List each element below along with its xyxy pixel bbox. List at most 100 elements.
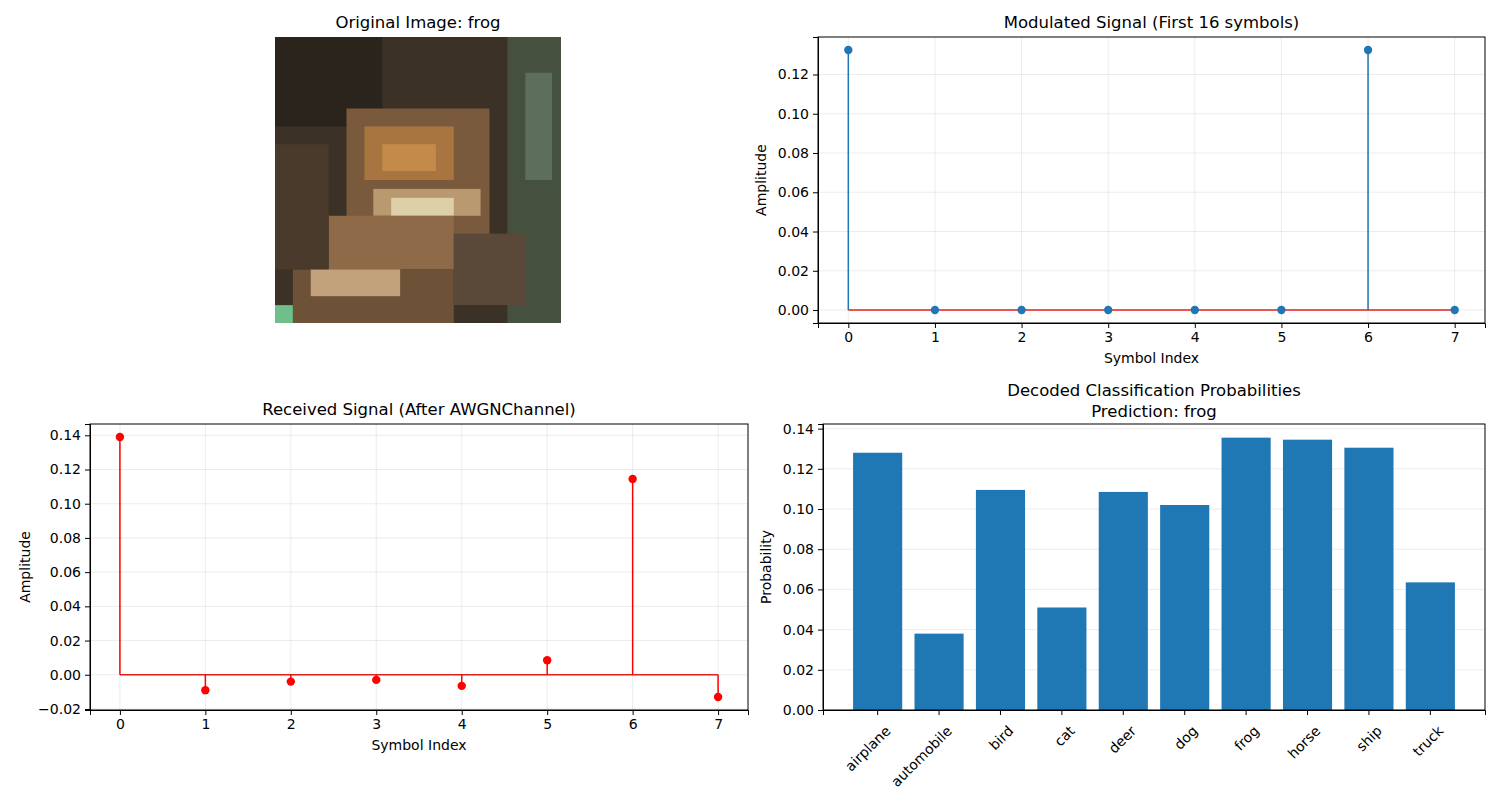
tick-mark: [85, 641, 90, 642]
tick-label: 0.06: [50, 564, 81, 580]
tick: 0.12: [778, 66, 818, 82]
tick-mark: [85, 538, 90, 539]
tick-label: 0: [116, 716, 125, 732]
x-axis-title: Symbol Index: [1104, 350, 1199, 366]
tick-mark: [818, 630, 823, 631]
tick: 3: [1104, 323, 1113, 345]
tick-label: dog: [1171, 723, 1201, 753]
marks: [853, 438, 1455, 710]
tick: horse: [1285, 710, 1324, 762]
tick-mark: [877, 710, 878, 715]
tick-label: 6: [629, 716, 638, 732]
grid-line: [90, 503, 748, 504]
panel: Original Image: frog: [275, 13, 561, 323]
x-axis-title: Symbol Index: [371, 737, 466, 753]
tick-label: frog: [1231, 723, 1262, 754]
grid-line: [90, 606, 748, 607]
tick-label: 0.08: [783, 541, 814, 557]
tick-label: truck: [1410, 722, 1447, 759]
tick: 7: [1451, 323, 1460, 345]
tick: 4: [458, 710, 467, 732]
tick-label: 0.12: [778, 66, 809, 82]
tick-mark: [1246, 710, 1247, 715]
tick-label: −0.02: [38, 701, 81, 717]
tick-label: 0.04: [50, 598, 81, 614]
tick: 0.10: [778, 106, 818, 122]
grid-line: [632, 424, 633, 710]
grid-line: [90, 469, 748, 470]
tick-label: 5: [543, 716, 552, 732]
tick-mark: [1307, 710, 1308, 715]
grid-line: [1281, 37, 1282, 323]
pixel-block: [364, 126, 453, 180]
tick-mark: [1108, 323, 1109, 328]
tick-label: 4: [1191, 329, 1200, 345]
bar: [915, 634, 964, 710]
tick-label: 6: [1364, 329, 1373, 345]
stem: [119, 437, 121, 675]
tick: automobile: [888, 710, 955, 790]
tick-label: 0.08: [50, 530, 81, 546]
tick-mark: [85, 435, 90, 436]
xticks-axis: 01234567: [819, 323, 1486, 345]
grid: [818, 37, 1485, 323]
tick: ship: [1353, 710, 1385, 754]
grid-line: [818, 153, 1485, 154]
tick: 3: [372, 710, 381, 732]
tick-mark: [1123, 710, 1124, 715]
tick: 0: [844, 323, 853, 345]
tick-label: 0: [844, 329, 853, 345]
subtitle: Prediction: frog: [1091, 402, 1217, 421]
plot-frame: [823, 424, 1485, 710]
tick-mark: [939, 710, 940, 715]
tick-label: 0.06: [783, 581, 814, 597]
tick-label: 0.08: [778, 145, 809, 161]
tick-mark: [718, 710, 719, 715]
tick: 0.00: [50, 667, 90, 683]
tick-label: deer: [1105, 722, 1139, 756]
tick-label: 0.02: [778, 263, 809, 279]
axis-line: [91, 711, 749, 716]
tick: 1: [931, 323, 940, 345]
pixel-block: [293, 269, 454, 323]
tick-mark: [1061, 710, 1062, 715]
baseline: [848, 309, 1454, 311]
marker: [201, 686, 209, 694]
tick-mark: [813, 114, 818, 115]
tick-mark: [85, 709, 90, 710]
tick: 0.10: [783, 501, 823, 517]
stem: [632, 479, 634, 675]
bar: [1406, 582, 1455, 710]
tick-mark: [818, 670, 823, 671]
tick: 0: [116, 710, 125, 732]
grid-line: [205, 424, 206, 710]
pixel-block: [373, 189, 480, 216]
tick: 0.00: [783, 702, 823, 718]
tick-label: 4: [458, 716, 467, 732]
tick-mark: [813, 271, 818, 272]
tick-label: 1: [201, 716, 210, 732]
grid-line: [90, 640, 748, 641]
tick-mark: [813, 310, 818, 311]
grid-line: [818, 113, 1485, 114]
tick-mark: [291, 710, 292, 715]
tick-label: 5: [1277, 329, 1286, 345]
tick-mark: [848, 323, 849, 328]
tick-mark: [1368, 323, 1369, 328]
tick-label: cat: [1051, 722, 1078, 749]
grid-line: [818, 231, 1485, 232]
tick: 1: [201, 710, 210, 732]
tick: bird: [986, 710, 1017, 753]
tick-mark: [1455, 323, 1456, 328]
grid-line: [818, 310, 1485, 311]
tick-label: 0.02: [50, 633, 81, 649]
panel: 012345670.000.020.040.060.080.100.12Modu…: [753, 13, 1485, 366]
tick-label: 0.12: [50, 461, 81, 477]
grid-line: [1021, 37, 1022, 323]
tick: 0.06: [50, 564, 90, 580]
y-axis-title: Amplitude: [753, 144, 769, 216]
tick-label: 0.10: [50, 496, 81, 512]
tick: 0.08: [50, 530, 90, 546]
grid-line: [848, 37, 849, 323]
tick-mark: [813, 153, 818, 154]
